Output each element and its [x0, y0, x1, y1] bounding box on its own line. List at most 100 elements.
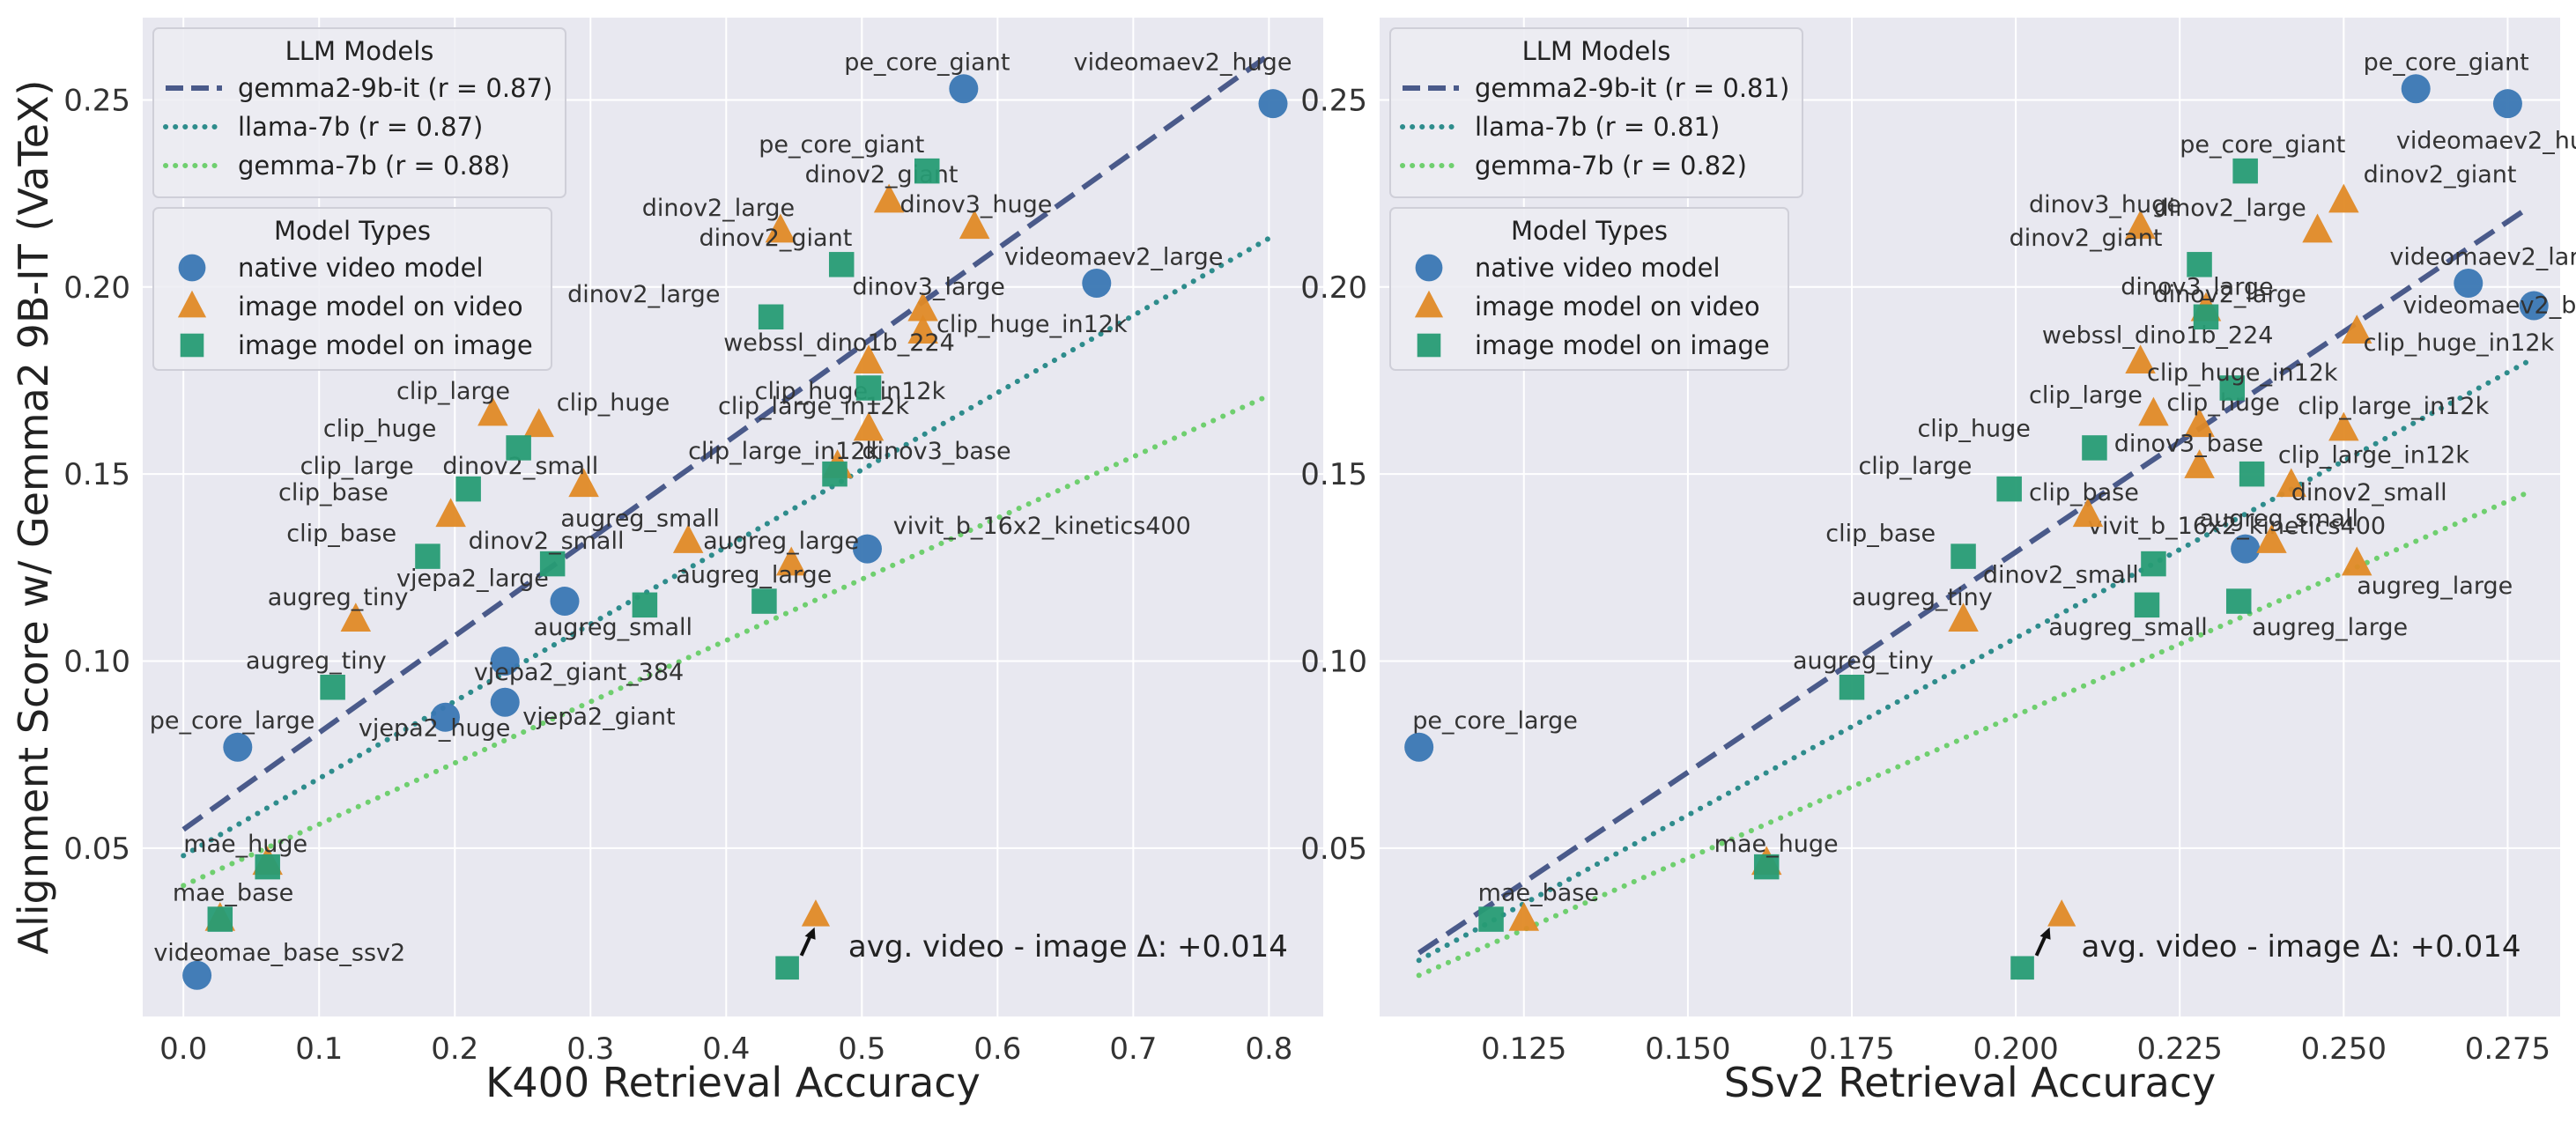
point-label: augreg_large	[676, 561, 832, 588]
point-label: clip_large	[1858, 453, 1972, 480]
triangle-point-dinov2_small	[568, 468, 599, 498]
point-label: clip_huge_in12k	[2364, 329, 2555, 357]
point-label: vjepa2_giant	[522, 704, 675, 731]
point-label: clip_large	[396, 378, 510, 405]
square-point-pe_core_giant	[2232, 158, 2258, 184]
x-tick-label: 0.4	[702, 1031, 750, 1067]
square-point-clip_base	[415, 543, 440, 569]
triangle-point-clip_huge	[523, 408, 554, 438]
point-label: augreg_tiny	[268, 584, 409, 611]
type-legend-label: image model on image	[238, 330, 533, 360]
triangle-point-clip_huge	[2184, 408, 2215, 438]
point-label: mae_base	[1478, 879, 1599, 906]
square-point-augreg_tiny	[320, 674, 345, 700]
x-tick-label: 0.7	[1109, 1031, 1157, 1067]
square-point-pe_core_giant	[914, 158, 940, 184]
annotation-arrowhead	[804, 927, 816, 940]
x-tick-label: 0.200	[1973, 1031, 2058, 1067]
point-label: videomaev2_huge	[1074, 48, 1292, 76]
x-tick-label: 0.6	[973, 1031, 1021, 1067]
y-tick-label: 0.25	[1300, 83, 1367, 118]
triangle-point-clip_large_in12k	[2328, 411, 2359, 441]
point-label: clip_large	[300, 453, 414, 480]
x-tick-label: 0.275	[2465, 1031, 2550, 1067]
point-label: dinov3_large	[2121, 273, 2273, 300]
point-label: dinov3_base	[862, 438, 1010, 465]
triangle-point-clip_large	[477, 396, 508, 426]
annotation-triangle-marker	[801, 899, 831, 927]
circle-point-videomaev2_large	[2454, 269, 2483, 299]
square-point-clip_huge_in12k	[2219, 375, 2246, 401]
triangle-point-clip_huge_in12k	[853, 344, 885, 373]
point-label: mae_base	[173, 879, 293, 906]
square-point-clip_large_in12k	[822, 461, 848, 487]
y-axis-label: Alignment Score w/ Gemma2 9B-IT (VaTeX)	[10, 80, 57, 955]
point-label: dinov3_large	[853, 273, 1005, 300]
triangle-point-webssl_dino1b_224	[2125, 344, 2156, 373]
point-label: clip_base	[1825, 521, 1936, 548]
point-label: videomaev2_huge	[2396, 128, 2576, 155]
square-point-mae_base	[1478, 906, 1504, 932]
type-legend-label: image model on video	[1475, 292, 1760, 322]
square-point-mae_huge	[255, 854, 280, 880]
point-label: augreg_tiny	[1852, 584, 1993, 611]
point-label: clip_huge_in12k	[2147, 359, 2338, 387]
circle-point-videomaev2_base	[2519, 291, 2549, 321]
type-legend-box	[1389, 207, 1789, 371]
y-tick-label: 0.20	[63, 270, 130, 306]
circle-point-vjepa2_huge	[430, 702, 460, 732]
llm-legend-label: llama-7b (r = 0.87)	[238, 112, 483, 142]
annotation-triangle-marker	[2047, 899, 2076, 927]
square-point-augreg_tiny	[1839, 674, 1865, 700]
point-label: augreg_large	[2357, 573, 2513, 600]
type-legend-square-marker	[1417, 333, 1441, 358]
square-point-clip_huge_in12k	[855, 375, 882, 401]
llm-legend-label: gemma-7b (r = 0.82)	[1475, 151, 1747, 181]
point-label: videomaev2_base	[2402, 292, 2576, 320]
x-tick-label: 0.5	[838, 1031, 885, 1067]
point-label: clip_base	[286, 521, 396, 548]
point-label: dinov3_huge	[2029, 191, 2181, 218]
trend-line-llama-7b	[1416, 359, 2530, 964]
triangle-point-clip_base	[2072, 498, 2104, 528]
llm-legend-box	[1389, 27, 1803, 198]
llm-legend-label: gemma-7b (r = 0.88)	[238, 151, 510, 181]
point-label: augreg_small	[534, 614, 692, 641]
circle-point-vivit_b_16x2_kinetics400	[2231, 534, 2261, 564]
square-point-dinov2_small	[539, 551, 566, 577]
circle-point-vivit_b_16x2_kinetics400	[852, 534, 882, 564]
point-label: videomaev2_large	[1004, 243, 1223, 270]
square-point-dinov2_large	[758, 304, 784, 330]
y-tick-label: 0.05	[63, 832, 130, 867]
square-point-augreg_large	[2225, 588, 2252, 614]
triangle-point-clip_base	[435, 498, 466, 528]
square-point-augreg_large	[751, 588, 777, 614]
y-tick-label: 0.15	[63, 457, 130, 492]
type-legend-circle-marker	[178, 254, 206, 282]
point-label: augreg_small	[560, 506, 719, 533]
point-label: vjepa2_large	[396, 566, 549, 593]
point-label: clip_large_in12k	[688, 438, 879, 465]
x-axis-label: K400 Retrieval Accuracy	[485, 1059, 981, 1106]
point-label: augreg_small	[2048, 614, 2207, 641]
square-point-clip_base	[1951, 543, 1976, 569]
square-point-dinov2_large	[2193, 304, 2219, 330]
triangle-point-dinov2_large	[765, 213, 796, 243]
point-label: dinov2_small	[1983, 561, 2139, 588]
circle-point-videomaev2_large	[1082, 269, 1112, 299]
square-point-clip_huge	[2082, 435, 2107, 461]
type-legend-title: Model Types	[1511, 216, 1668, 246]
point-label: augreg_large	[2252, 614, 2408, 641]
square-point-mae_base	[207, 906, 233, 932]
point-label: pe_core_large	[150, 707, 315, 735]
point-label: videomae_base_ssv2	[153, 939, 405, 966]
point-label: clip_large	[2029, 381, 2143, 409]
point-label: pe_core_giant	[2180, 131, 2345, 159]
square-point-clip_large_in12k	[2239, 461, 2265, 487]
square-point-dinov2_giant	[828, 252, 855, 277]
trend-line-gemma2-9b-it	[181, 53, 1271, 832]
annotation-square-marker	[775, 956, 799, 980]
x-tick-label: 0.8	[1245, 1031, 1292, 1067]
chart-panel-1: 0.0 0.1 0.2 0.3 0.4 0.5 0.6 0.7 0.8 0.05 0.10 0.15 0…	[10, 18, 1323, 1106]
triangle-point-clip_large_in12k	[853, 411, 885, 441]
